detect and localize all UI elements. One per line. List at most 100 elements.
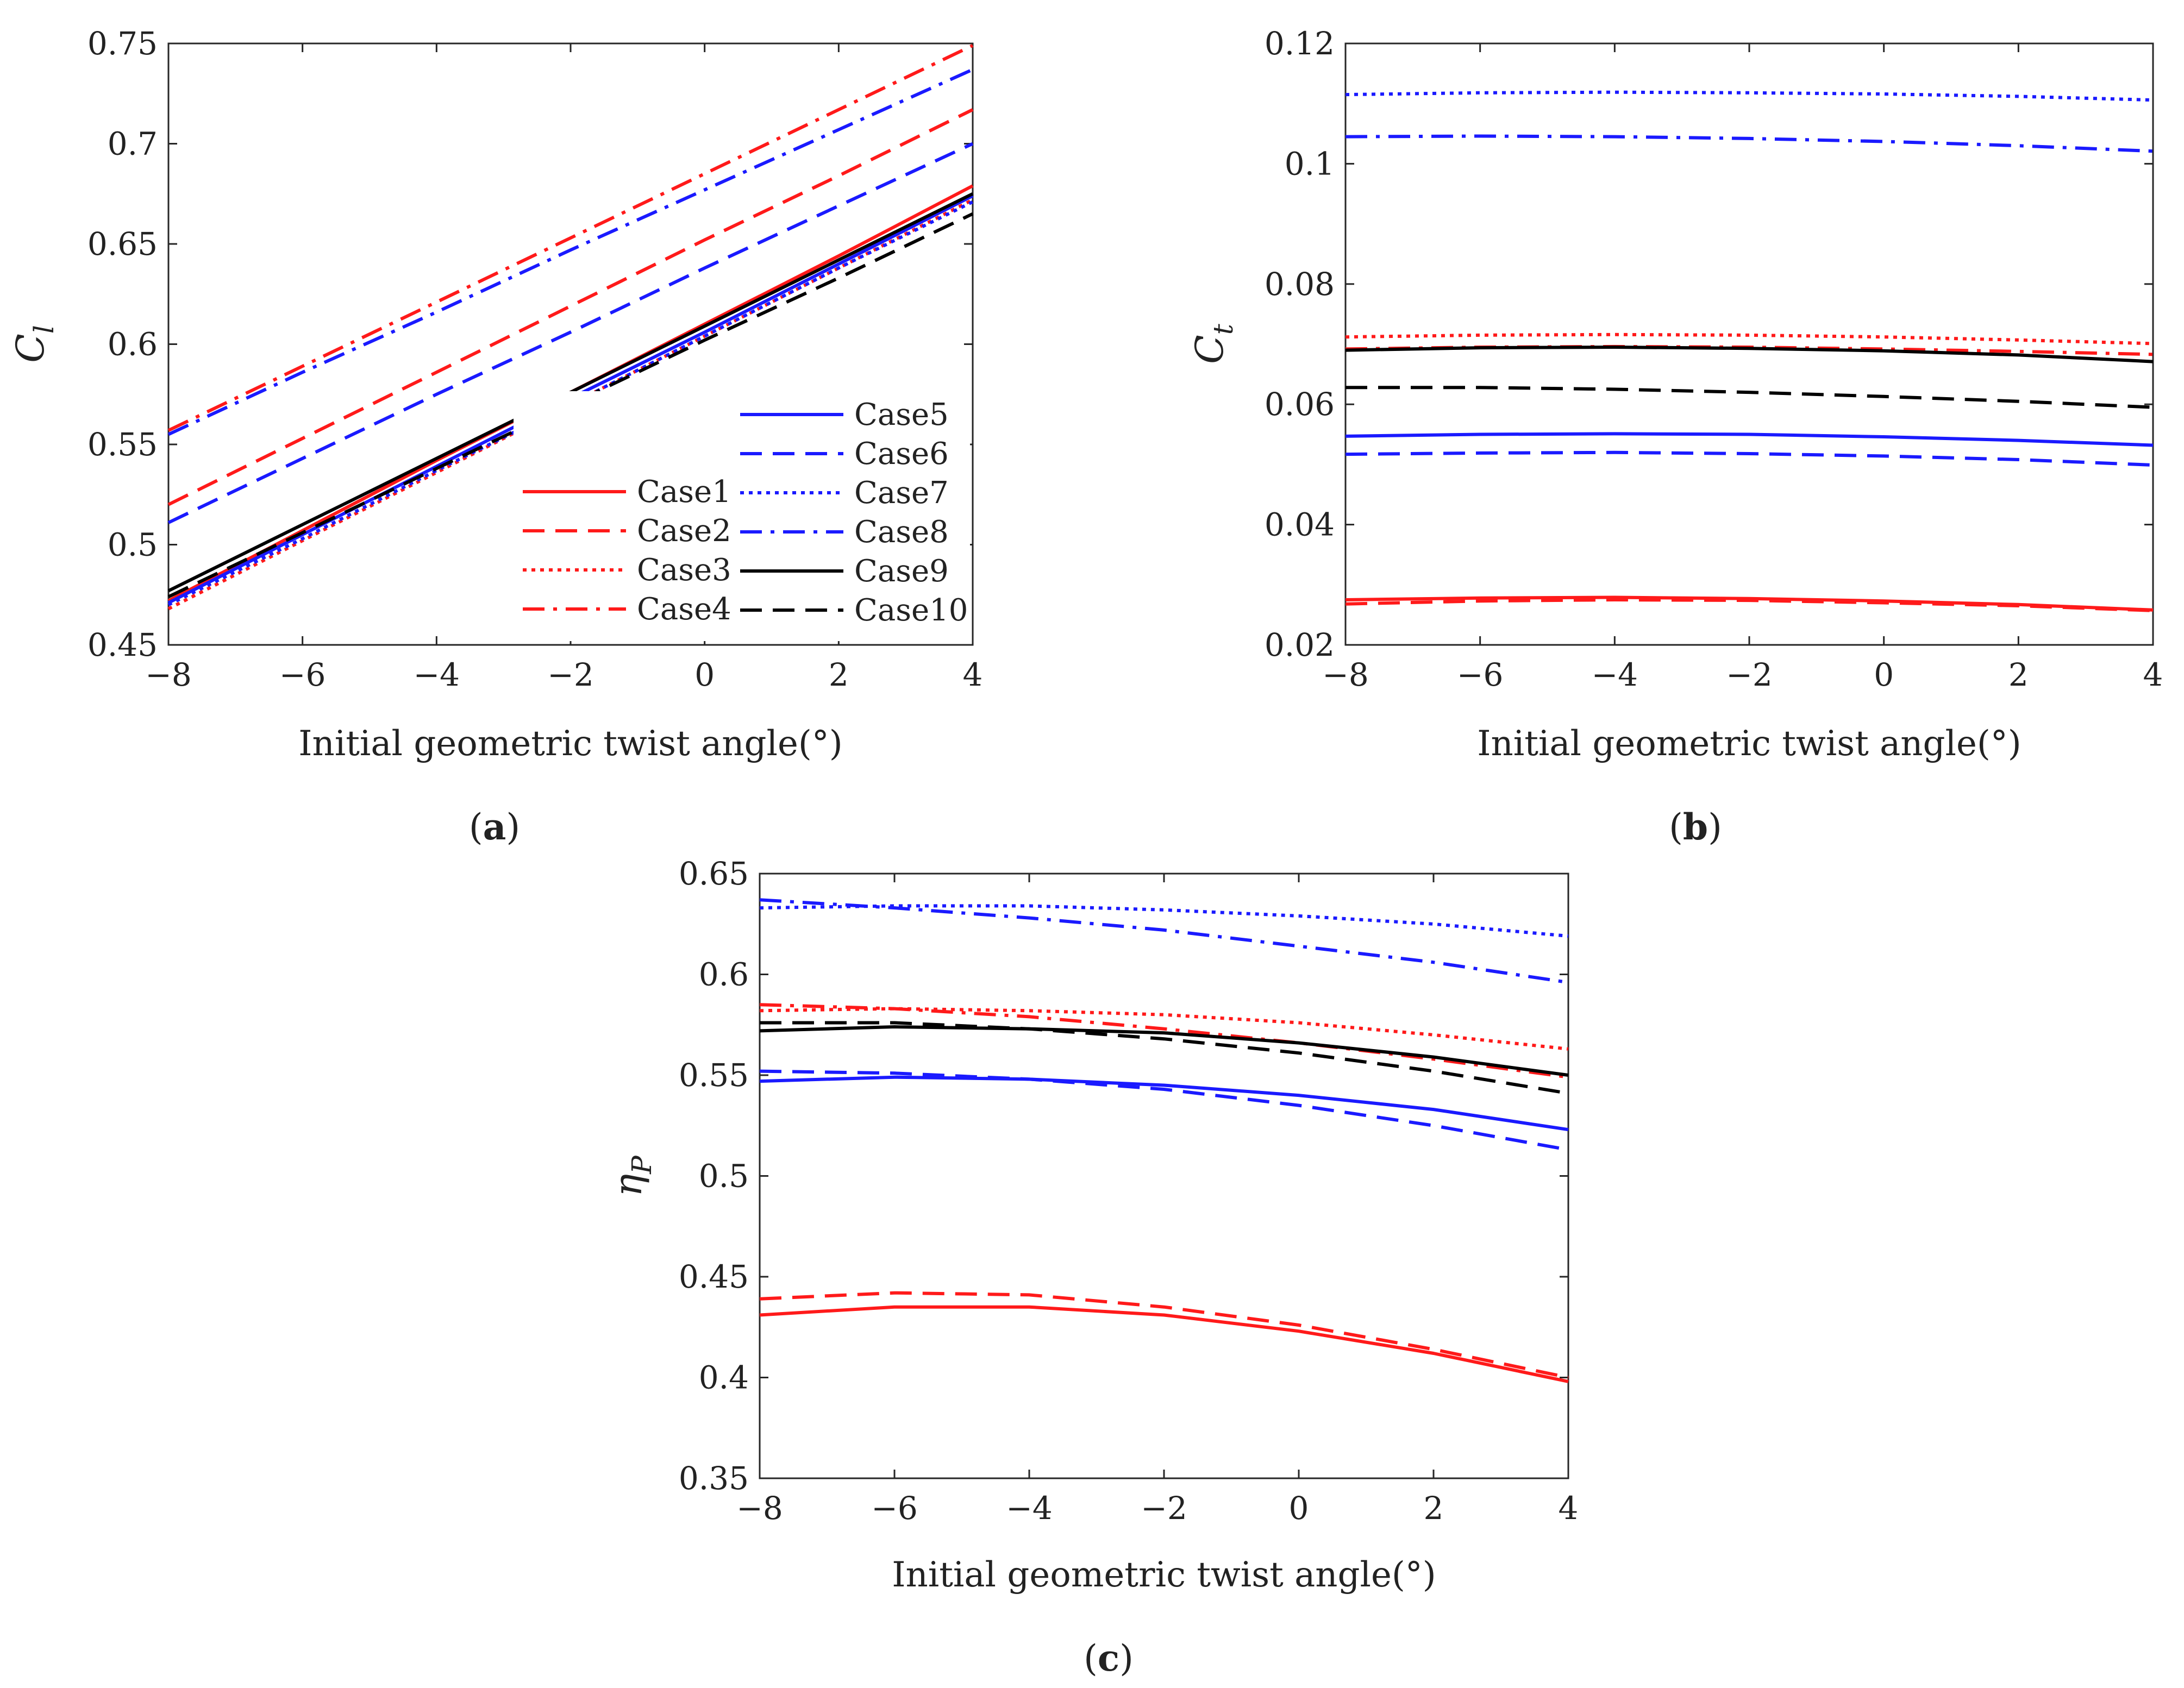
panel-c-y-tick-label: 0.45 xyxy=(679,1258,749,1295)
legend-label-case10: Case10 xyxy=(854,593,968,628)
panel-b-x-tick-label: −2 xyxy=(1726,656,1773,693)
panel-a-ticks: −8 −6 −4 −2 0 2 4 0.45 0.5 0.55 0.6 0.65 0.7 0.75 xyxy=(87,25,983,693)
legend-label-case9: Case9 xyxy=(854,554,949,589)
panel-b-x-tick-label: −6 xyxy=(1457,656,1504,693)
legend-label-case6: Case6 xyxy=(854,436,949,472)
panel-b-caption-letter: b xyxy=(1683,806,1708,848)
panel-b-series-line-case9 xyxy=(1345,346,2154,363)
panel-b-y-tick-label: 0.02 xyxy=(1265,626,1335,663)
panel-b-y-axis-label: Ct xyxy=(1187,323,1239,364)
legend-label-case8: Case8 xyxy=(854,514,949,550)
panel-c-y-tick-label: 0.55 xyxy=(679,1057,749,1094)
panel-c-y-tick-label: 0.6 xyxy=(699,956,749,993)
panel-c-x-tick-label: 0 xyxy=(1289,1490,1309,1527)
panel-c-series-line-case8 xyxy=(759,898,1569,984)
panel-a-x-tick-label: 0 xyxy=(694,656,715,693)
panel-c-series-line-case6 xyxy=(759,1069,1569,1152)
panel-a-series-line-case4 xyxy=(167,43,974,432)
panel-c-x-tick-label: −6 xyxy=(871,1490,918,1527)
panel-a-x-tick-label: 4 xyxy=(963,656,983,693)
panel-b-y-axis-label-main: C xyxy=(1187,335,1232,364)
panel-a-y-tick-label: 0.45 xyxy=(87,626,158,663)
panel-c-series-line-case5 xyxy=(759,1075,1569,1132)
panel-a-y-tick-label: 0.5 xyxy=(108,526,158,563)
panel-c-x-tick-label: −8 xyxy=(736,1490,783,1527)
panel-a-series-line-case2 xyxy=(167,108,974,506)
panel-b-y-tick-label: 0.08 xyxy=(1265,266,1335,303)
panel-b-thrust-coefficient: −8 −6 −4 −2 0 2 4 0.02 0.04 0.06 0.08 0.1 0.12 Initi… xyxy=(1187,25,2163,848)
panel-c-x-tick-label: −4 xyxy=(1006,1490,1053,1527)
panel-b-y-tick-label: 0.1 xyxy=(1285,145,1335,182)
panel-c-series-line-case4 xyxy=(759,1003,1569,1079)
panel-c-y-tick-label: 0.4 xyxy=(699,1359,749,1396)
panel-b-x-tick-label: 2 xyxy=(2008,656,2029,693)
panel-a-y-tick-label: 0.55 xyxy=(87,426,158,463)
panel-a-lift-coefficient: −8 −6 −4 −2 0 2 4 0.45 0.5 0.55 0.6 0.65 0.7 0.75 Ini… xyxy=(8,25,983,848)
panel-a-x-tick-label: −6 xyxy=(279,656,326,693)
legend-label-case1: Case1 xyxy=(637,474,731,510)
panel-a-series-line-case6 xyxy=(167,142,974,524)
panel-a-caption: (a) xyxy=(469,806,520,848)
panel-a-legend-background xyxy=(514,391,970,641)
panel-a-y-tick-label: 0.65 xyxy=(87,225,158,262)
panel-a-series-line-case3 xyxy=(167,198,974,611)
panel-c-series-line-case2 xyxy=(759,1291,1569,1379)
panel-b-series xyxy=(1345,90,2154,612)
panel-c-x-tick-label: −2 xyxy=(1141,1490,1187,1527)
panel-b-series-line-case8 xyxy=(1345,134,2154,153)
panel-a-x-tick-label: 2 xyxy=(829,656,849,693)
panel-b-y-tick-label: 0.12 xyxy=(1265,25,1335,62)
panel-c-y-axis-label: ηP xyxy=(606,1155,658,1197)
panel-a-series-line-case8 xyxy=(167,68,974,436)
panel-c-series xyxy=(759,898,1569,1383)
legend-label-case5: Case5 xyxy=(854,397,949,432)
legend-label-case7: Case7 xyxy=(854,475,949,511)
panel-a-x-tick-label: −2 xyxy=(547,656,594,693)
panel-a-series-line-case7 xyxy=(167,200,974,606)
panel-a-x-tick-label: −8 xyxy=(145,656,192,693)
panel-b-x-tick-label: 0 xyxy=(1874,656,1894,693)
panel-b-series-line-case2 xyxy=(1345,598,2154,612)
panel-a-y-tick-label: 0.6 xyxy=(108,326,158,363)
panel-c-series-line-case1 xyxy=(759,1305,1569,1383)
panel-b-series-line-case3 xyxy=(1345,332,2154,346)
panel-c-x-tick-label: 2 xyxy=(1424,1490,1444,1527)
legend-label-case2: Case2 xyxy=(637,513,731,549)
panel-a-y-tick-label: 0.75 xyxy=(87,25,158,62)
panel-c-y-tick-label: 0.5 xyxy=(699,1158,749,1195)
panel-c-ticks: −8 −6 −4 −2 0 2 4 0.35 0.4 0.45 0.5 0.55 0.6 0.65 xyxy=(679,855,1579,1527)
panel-b-series-line-case7 xyxy=(1345,90,2154,102)
panel-b-x-tick-label: 4 xyxy=(2143,656,2163,693)
panel-c-caption-letter: c xyxy=(1098,1637,1119,1679)
panel-b-y-axis-label-sub: t xyxy=(1207,323,1239,335)
panel-c-y-tick-label: 0.35 xyxy=(679,1460,749,1497)
panel-a-y-axis-label-sub: l xyxy=(28,325,60,334)
panel-a-y-axis-label-main: C xyxy=(8,334,53,363)
panel-b-caption: (b) xyxy=(1669,806,1722,848)
panel-b-ticks: −8 −6 −4 −2 0 2 4 0.02 0.04 0.06 0.08 0.1 0.12 xyxy=(1265,25,2163,693)
panel-b-x-axis-label: Initial geometric twist angle(°) xyxy=(1477,724,2022,764)
panel-b-series-line-case5 xyxy=(1345,432,2154,447)
panel-a-caption-letter: a xyxy=(483,806,506,848)
panel-c-y-tick-label: 0.65 xyxy=(679,855,749,892)
panel-c-x-tick-label: 4 xyxy=(1559,1490,1579,1527)
legend-label-case4: Case4 xyxy=(637,592,731,627)
panel-c-series-line-case10 xyxy=(760,1021,1569,1095)
panel-c-caption: (c) xyxy=(1084,1637,1134,1679)
panel-a-y-axis-label: Cl xyxy=(8,325,60,363)
panel-c-x-axis-label: Initial geometric twist angle(°) xyxy=(892,1555,1436,1595)
panel-a-x-tick-label: −4 xyxy=(414,656,460,693)
panel-c-series-line-case9 xyxy=(759,1025,1569,1077)
panel-c-propulsive-efficiency: −8 −6 −4 −2 0 2 4 0.35 0.4 0.45 0.5 0.55 0.6 0.65 Ini… xyxy=(606,855,1578,1679)
panel-b-series-line-case6 xyxy=(1345,450,2154,467)
panel-b-x-tick-label: −4 xyxy=(1592,656,1638,693)
panel-b-series-line-case10 xyxy=(1346,386,2154,409)
panel-b-x-tick-label: −8 xyxy=(1322,656,1369,693)
panel-b-y-tick-label: 0.04 xyxy=(1265,506,1335,543)
panel-a-y-tick-label: 0.7 xyxy=(108,125,158,162)
panel-b-y-tick-label: 0.06 xyxy=(1265,386,1335,423)
panel-b-plot-frame xyxy=(1344,42,2154,646)
panel-c-y-axis-label-sub: P xyxy=(626,1155,658,1175)
